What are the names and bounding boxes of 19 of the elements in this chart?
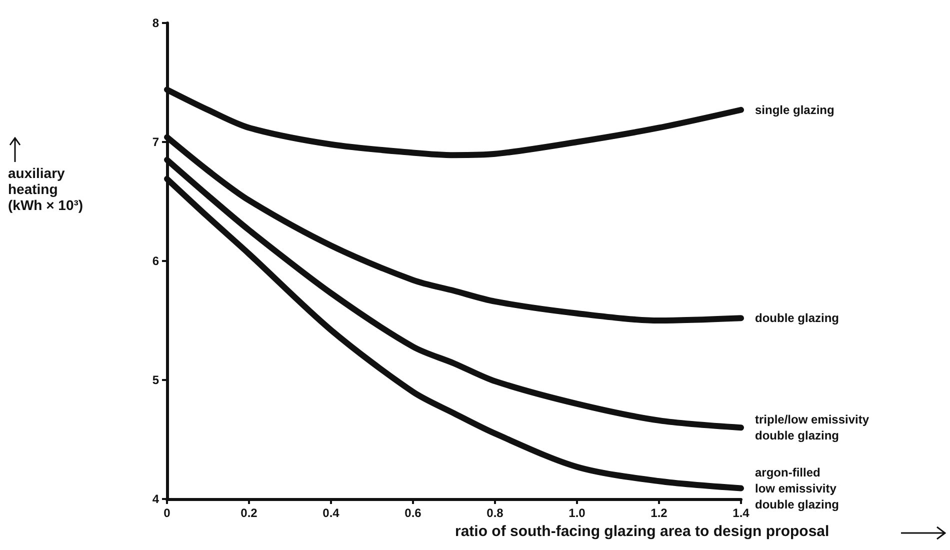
x-tick-label: 0 xyxy=(164,506,171,520)
series-label: argon-filled low emissivity double glazing xyxy=(755,465,839,512)
series-label: single glazing xyxy=(755,102,834,117)
y-tick-label: 8 xyxy=(152,16,160,30)
series-label: triple/low emissivity double glazing xyxy=(755,412,870,443)
y-axis-title: auxiliary heating (kWh × 10³) xyxy=(8,165,84,213)
x-tick-label: 0.4 xyxy=(322,506,340,520)
x-tick-label: 0.2 xyxy=(240,506,258,520)
y-tick-label: 4 xyxy=(152,492,160,506)
x-tick-label: 0.6 xyxy=(404,506,422,520)
x-tick-label: 0.8 xyxy=(486,506,504,520)
x-tick-label: 1.4 xyxy=(732,506,750,520)
y-tick-label: 5 xyxy=(152,373,160,387)
x-tick-label: 1.0 xyxy=(568,506,586,520)
series-label: double glazing xyxy=(755,311,839,326)
y-tick-label: 7 xyxy=(152,135,160,149)
x-tick-label: 1.2 xyxy=(650,506,668,520)
y-tick-label: 6 xyxy=(152,254,160,268)
x-axis-title: ratio of south-facing glazing area to design proposal xyxy=(455,523,830,540)
